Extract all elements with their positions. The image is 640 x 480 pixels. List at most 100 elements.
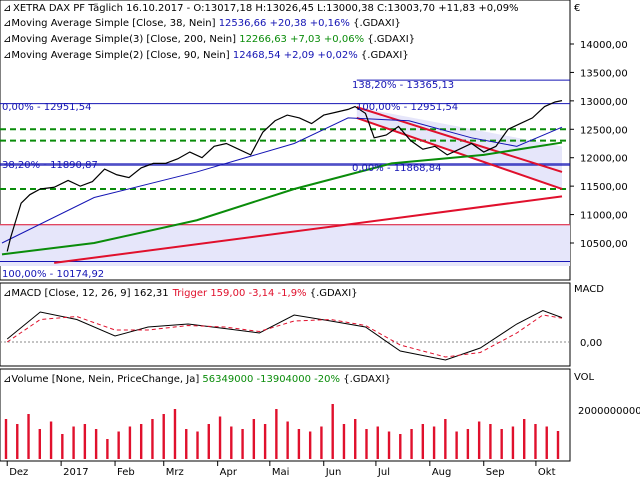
volume-bar [241, 429, 244, 459]
price-series [6, 100, 563, 252]
date-tick-label: Apr [220, 467, 238, 478]
moving-averages [1, 117, 563, 256]
price-tick-label: 14000,00 [580, 40, 628, 51]
date-tick-label: Okt [538, 467, 556, 478]
volume-bar [207, 424, 210, 459]
date-tick-label: 2017 [63, 467, 88, 478]
volume-bar [61, 434, 64, 459]
date-tick-label: Feb [117, 467, 135, 478]
volume-bar [230, 426, 233, 459]
volume-bar [275, 409, 278, 459]
macd-series [0, 309, 570, 361]
volume-bar [196, 431, 199, 459]
fib-label-100-bottom: 100,00% - 10174,92 [2, 269, 104, 280]
volume-bar [106, 439, 109, 459]
fib-label-100-right: 100,00% - 12951,54 [356, 102, 458, 113]
volume-bar [297, 429, 301, 459]
volume-bar [173, 409, 177, 459]
trendline [54, 195, 563, 264]
volume-bar [185, 429, 188, 459]
volume-bar [4, 419, 8, 459]
fib-label-382: 38,20% - 11890,87 [2, 160, 98, 171]
volume-bar [49, 421, 53, 459]
price-tick-label: 12500,00 [580, 125, 628, 136]
price-tick-label: 13000,00 [580, 97, 628, 108]
macd-panel [0, 282, 571, 367]
volume-bar [511, 426, 515, 459]
price-axis: 14000,00 13500,00 13000,00 12500,00 12000,00… [570, 40, 628, 250]
volume-bar [151, 419, 154, 459]
date-tick-label: Aug [432, 467, 452, 478]
volume-bar [27, 414, 30, 459]
volume-bar [545, 426, 548, 459]
volume-bar [556, 431, 560, 459]
ma200-line [1, 141, 563, 256]
volume-bar [387, 431, 391, 459]
volume-bar [500, 429, 503, 459]
volume-bars [4, 404, 560, 459]
volume-bar [477, 421, 481, 459]
price-tick-label: 11000,00 [580, 211, 628, 222]
trendline [356, 106, 563, 173]
fib-label-0-mid: 0,00% - 11868,84 [352, 163, 441, 174]
date-tick-label: Dez [9, 467, 28, 478]
price-tick-label: 11500,00 [580, 182, 628, 193]
volume-bar [354, 419, 357, 459]
volume-bar [365, 429, 368, 459]
price-line [6, 100, 563, 252]
price-tick-label: 12000,00 [580, 154, 628, 165]
volume-bar [83, 424, 87, 459]
volume-bar [252, 419, 256, 459]
volume-bar [489, 424, 492, 459]
volume-bar [320, 426, 323, 459]
volume-bar [72, 426, 75, 459]
volume-bar [218, 416, 222, 459]
volume-bar [534, 424, 537, 459]
currency-label: € [574, 3, 580, 14]
volume-bar [139, 424, 143, 459]
date-axis: Dez 2017 Feb Mrz Apr Mai Jun Jul Aug Sep Okt [6, 461, 556, 478]
trendlines [54, 106, 563, 264]
macd-trigger-line [6, 314, 563, 358]
volume-bar [421, 424, 425, 459]
ma-line-0: ⊿Moving Average Simple [Close, 38, Nein]… [3, 18, 401, 29]
volume-bar [376, 426, 379, 459]
date-tick-label: Mrz [166, 467, 184, 478]
volume-bar [432, 426, 436, 459]
price-tick-label: 10500,00 [580, 239, 628, 250]
volume-bar [399, 434, 402, 459]
volume-tick-label: 2000000000 [578, 406, 640, 417]
volume-bar [38, 429, 41, 459]
date-tick-label: Jul [377, 467, 390, 478]
shaded-channel [356, 107, 562, 189]
volume-bar [466, 429, 470, 459]
ma38-line [1, 117, 563, 244]
fib-label-0-left: 0,00% - 12951,54 [2, 102, 91, 113]
macd-axis-label: MACD [574, 284, 604, 295]
macd-line [6, 309, 563, 361]
price-tick-label: 13500,00 [580, 68, 628, 79]
volume-bar [286, 421, 289, 459]
volume-bar [410, 429, 413, 459]
macd-zero-label: 0,00 [580, 338, 602, 349]
volume-title: ⊿Volume [None, Nein, PriceChange, Ja] 56… [3, 374, 391, 385]
volume-bar [523, 419, 526, 459]
chart-title: XETRA DAX PF Täglich 16.10.2017 - O:1301… [13, 3, 519, 14]
shaded-range-lower [0, 224, 570, 266]
fib-label-138: 138,20% - 13365,13 [352, 80, 454, 91]
volume-bar [444, 419, 447, 459]
chart-title-icon: ⊿ [3, 3, 11, 14]
volume-bar [128, 426, 132, 459]
volume-bar [94, 429, 98, 459]
volume-bar [331, 404, 334, 459]
volume-bar [162, 414, 165, 459]
volume-axis-label: VOL [574, 372, 595, 383]
volume-bar [117, 431, 120, 459]
volume-bar [16, 424, 19, 459]
ma-line-1: ⊿Moving Average Simple(3) [Close, 200, N… [3, 34, 415, 45]
volume-bar [308, 431, 312, 459]
volume-bar [263, 424, 267, 459]
ma-line-2: ⊿Moving Average Simple(2) [Close, 90, Ne… [3, 50, 409, 61]
date-tick-label: Mai [272, 467, 290, 478]
